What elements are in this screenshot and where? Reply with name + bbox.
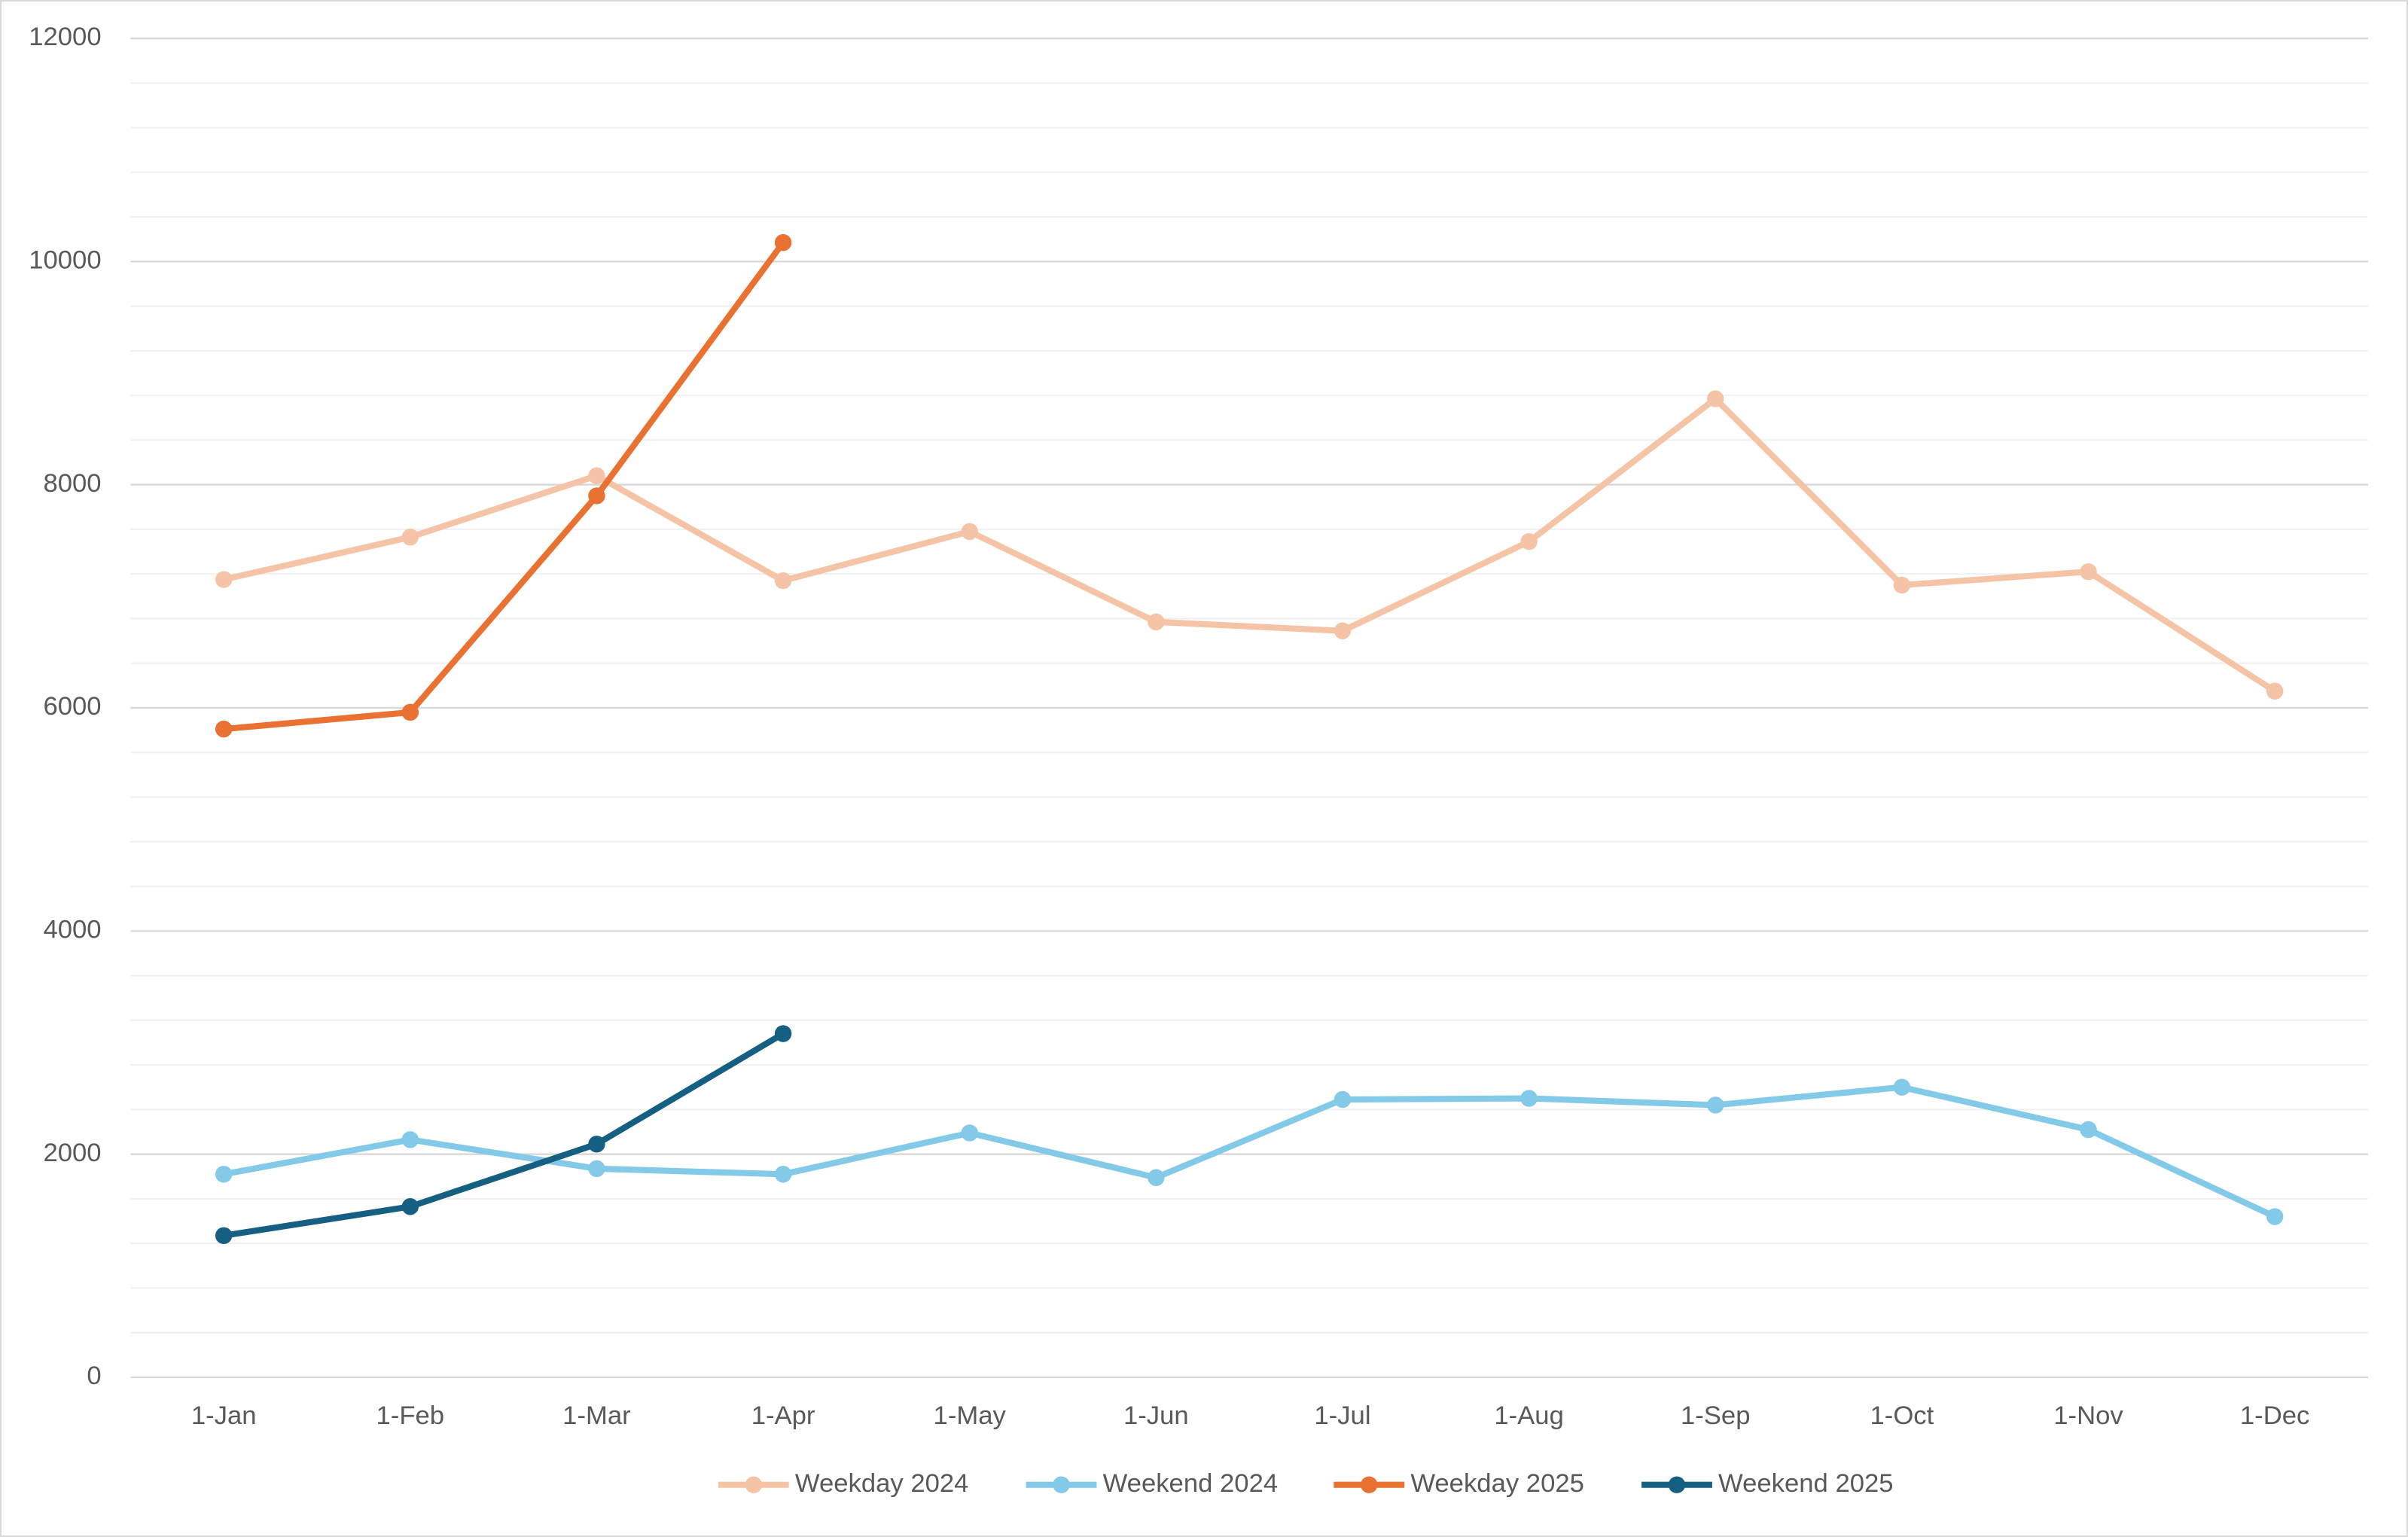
x-tick-label: 1-Mar: [562, 1401, 631, 1430]
x-tick-label: 1-Nov: [2053, 1401, 2123, 1430]
data-point: [961, 1124, 978, 1142]
x-tick-label: 1-Aug: [1494, 1401, 1563, 1430]
data-point: [1148, 613, 1165, 631]
legend-marker: [1361, 1476, 1378, 1493]
data-point: [215, 720, 233, 738]
data-point: [2266, 682, 2284, 700]
x-tick-label: 1-Oct: [1870, 1401, 1934, 1430]
data-point: [1148, 1169, 1165, 1186]
y-tick-label: 6000: [43, 692, 101, 721]
x-tick-label: 1-Dec: [2240, 1401, 2309, 1430]
data-point: [215, 1227, 233, 1244]
data-point: [2080, 563, 2097, 581]
data-point: [961, 523, 978, 541]
legend-marker: [1668, 1476, 1686, 1493]
x-tick-label: 1-Jan: [191, 1401, 257, 1430]
data-point: [588, 487, 605, 505]
data-point: [2266, 1208, 2284, 1225]
data-point: [588, 1160, 605, 1178]
data-point: [401, 1131, 419, 1148]
y-tick-label: 8000: [43, 469, 101, 498]
data-point: [1334, 1090, 1352, 1109]
series-line: [221, 1030, 787, 1239]
y-tick-label: 10000: [29, 245, 101, 274]
legend-label: Weekday 2025: [1410, 1469, 1584, 1498]
x-tick-label: 1-May: [934, 1401, 1007, 1430]
data-point: [401, 703, 419, 721]
x-tick-label: 1-Feb: [376, 1401, 445, 1430]
y-tick-label: 4000: [43, 915, 101, 944]
x-tick-label: 1-Jul: [1314, 1401, 1370, 1430]
data-point: [215, 1166, 233, 1183]
data-point: [1334, 622, 1352, 639]
data-point: [774, 572, 792, 590]
y-tick-label: 12000: [29, 23, 101, 51]
x-tick-label: 1-Jun: [1123, 1401, 1189, 1430]
series-line: [221, 395, 2278, 694]
data-point: [1520, 532, 1538, 550]
data-point: [401, 1198, 419, 1215]
data-point: [1893, 576, 1911, 594]
data-point: [774, 1166, 792, 1183]
data-point: [2080, 1121, 2097, 1139]
y-tick-label: 0: [87, 1362, 101, 1390]
series-line: [221, 1084, 2278, 1220]
data-point: [215, 571, 233, 588]
data-point: [1707, 390, 1724, 407]
series-line: [221, 239, 787, 733]
x-tick-label: 1-Sep: [1681, 1401, 1750, 1430]
legend-marker: [745, 1476, 763, 1493]
data-point: [588, 1136, 605, 1153]
data-point: [774, 1025, 792, 1042]
data-point: [588, 467, 605, 484]
x-tick-label: 1-Apr: [751, 1401, 815, 1430]
legend-label: Weekday 2024: [795, 1469, 969, 1498]
y-tick-label: 2000: [43, 1139, 101, 1167]
data-point: [401, 529, 419, 546]
data-point: [1893, 1078, 1911, 1096]
data-point: [1707, 1096, 1724, 1114]
legend-label: Weekend 2024: [1103, 1469, 1279, 1498]
legend-label: Weekend 2025: [1718, 1469, 1894, 1498]
legend-marker: [1053, 1476, 1070, 1493]
data-point: [774, 233, 792, 252]
data-point: [1520, 1090, 1538, 1107]
